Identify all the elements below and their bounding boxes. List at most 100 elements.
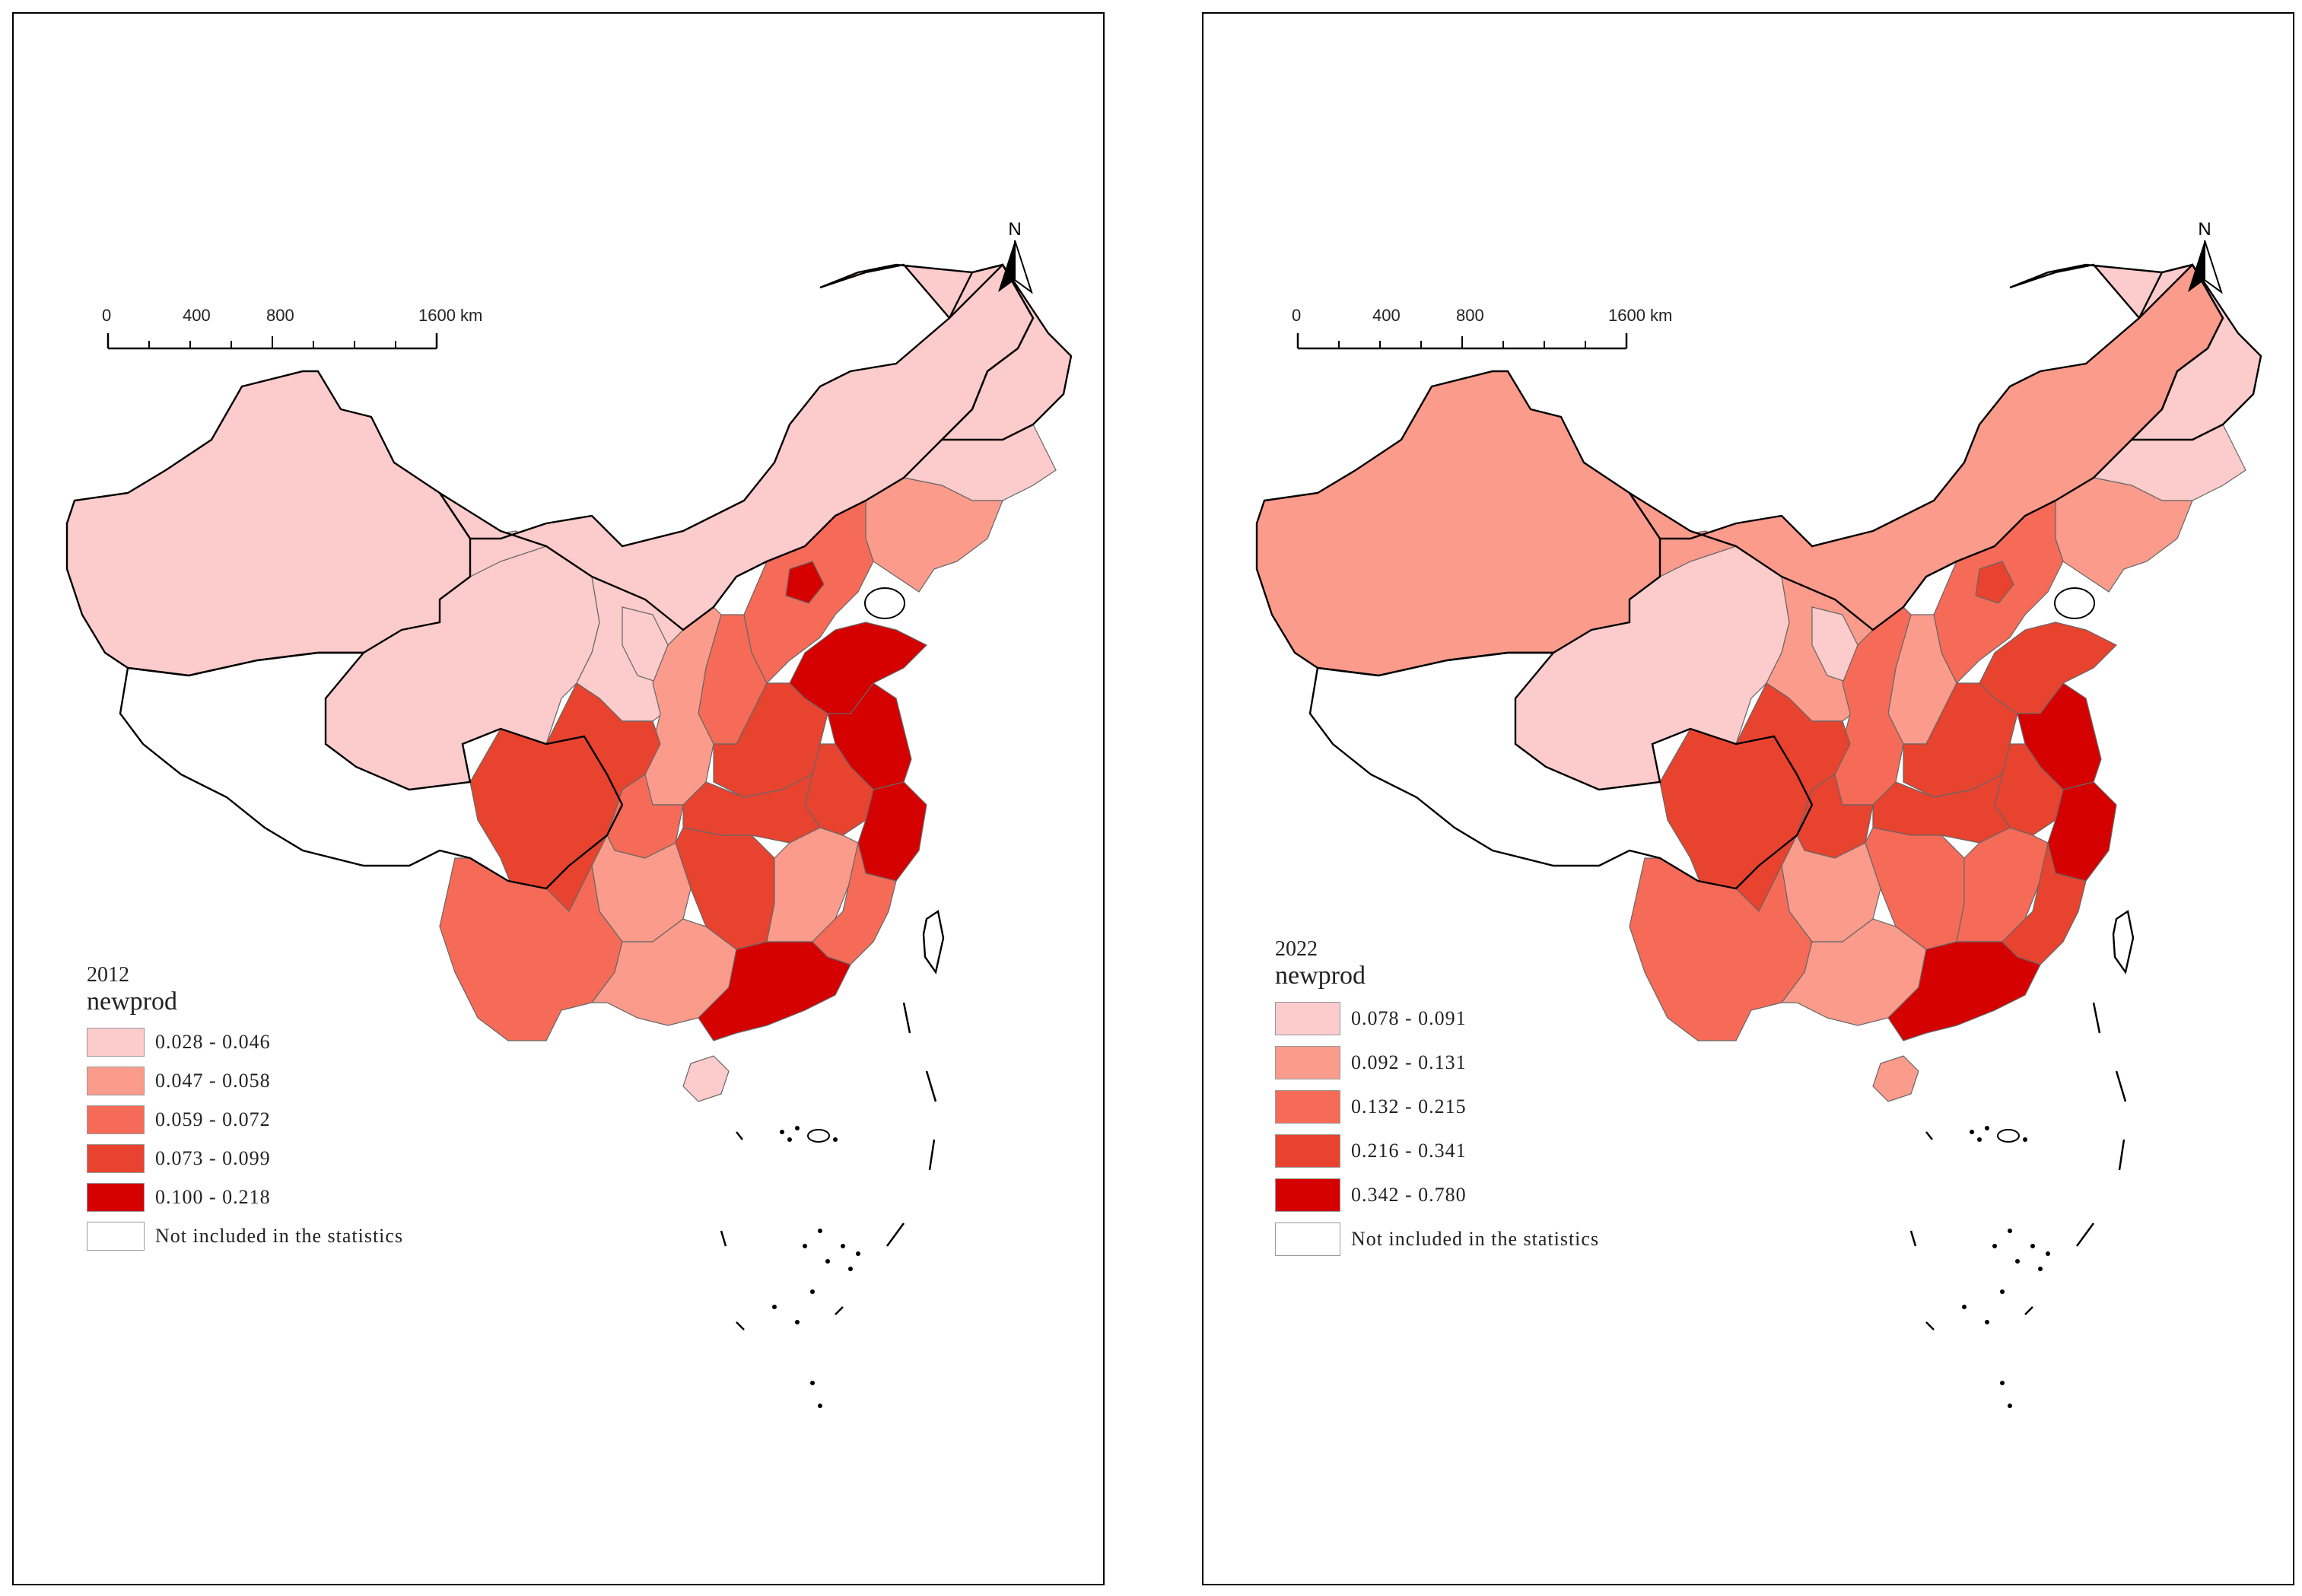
maritime-boundary-dash (2115, 1070, 2127, 1102)
island (825, 1259, 830, 1264)
island (2038, 1267, 2043, 1271)
island (1962, 1305, 1967, 1309)
maritime-boundary-dash (2118, 1139, 2126, 1171)
island (2008, 1229, 2012, 1233)
scale-bar-ticks (107, 333, 438, 350)
legend-2012: 2012 newprod 0.028 - 0.046 0.047 - 0.058… (87, 963, 403, 1260)
taiwan (2112, 910, 2135, 974)
maritime-boundary-dash (736, 1131, 743, 1140)
island (1997, 1129, 2020, 1143)
north-label: N (2198, 219, 2211, 240)
legend-no-data-label: Not included in the statistics (155, 1225, 404, 1247)
border-heilongjiang (819, 263, 1073, 441)
island (810, 1289, 815, 1294)
island (848, 1267, 853, 1271)
province-fujian (2002, 842, 2087, 965)
maritime-boundary-dash (1909, 1230, 1917, 1247)
scale-bar: 0 400 800 1600 km (1292, 306, 1692, 355)
maritime-boundary-dash (2092, 1002, 2101, 1034)
legend-swatch-no-data (1275, 1222, 1340, 1256)
legend-row: 0.028 - 0.046 (87, 1027, 403, 1057)
legend-field: newprod (1275, 962, 1366, 990)
maritime-boundary-dash (736, 1321, 745, 1331)
border-tibet (1308, 651, 1814, 890)
legend-row: 0.100 - 0.218 (87, 1182, 403, 1213)
province-guangdong (698, 941, 851, 1041)
province-hainan (1872, 1055, 1919, 1102)
island (2015, 1259, 2020, 1264)
scale-label-1600: 1600 km (418, 306, 483, 325)
island (2023, 1137, 2027, 1142)
taiwan (922, 910, 945, 974)
legend-swatch (1275, 1134, 1340, 1168)
legend-swatch-no-data (87, 1222, 145, 1251)
scale-label-400: 400 (1372, 306, 1401, 325)
map-panel-2012: N 0 400 800 1600 km 2012 newprod (12, 12, 1105, 1585)
island (1992, 1244, 1997, 1248)
island (795, 1320, 800, 1324)
legend-row: 0.342 - 0.780 (1275, 1178, 1599, 1213)
maritime-boundary-dash (2024, 1306, 2033, 1315)
north-label: N (1008, 219, 1022, 240)
legend-row: 0.092 - 0.131 (1275, 1045, 1599, 1080)
island (833, 1137, 838, 1142)
maritime-boundary-dash (1925, 1321, 1935, 1331)
legend-row: 0.132 - 0.215 (1275, 1089, 1599, 1124)
legend-swatch (1275, 1178, 1340, 1212)
scale-label-800: 800 (266, 306, 294, 325)
island (1977, 1137, 1982, 1142)
choropleth-map-2012 (65, 263, 1073, 1408)
island (780, 1130, 784, 1134)
island (2046, 1251, 2050, 1256)
border-heilongjiang (2009, 263, 2262, 441)
province-guangdong (1887, 941, 2041, 1041)
legend-year: 2022 (1275, 937, 1318, 961)
legend-swatch (87, 1105, 145, 1134)
province-beijing (1975, 561, 2014, 604)
island (1985, 1126, 1989, 1130)
legend-range: 0.073 - 0.099 (155, 1147, 271, 1169)
legend-no-data-label: Not included in the statistics (1351, 1228, 1600, 1250)
scale-bar: 0 400 800 1600 km (102, 306, 502, 355)
island (1985, 1320, 1989, 1324)
legend-swatch (87, 1067, 145, 1095)
scale-label-0: 0 (1292, 306, 1302, 325)
island (1970, 1130, 1974, 1134)
island (795, 1126, 800, 1130)
island (856, 1251, 860, 1256)
legend-row: 0.047 - 0.058 (87, 1066, 403, 1096)
legend-swatch (87, 1028, 145, 1057)
legend-range: 0.078 - 0.091 (1351, 1007, 1467, 1029)
legend-row: 0.078 - 0.091 (1275, 1001, 1599, 1036)
province-jiangxi (1956, 827, 2049, 943)
legend-swatch (1275, 1090, 1340, 1124)
legend-range: 0.216 - 0.341 (1351, 1140, 1467, 1162)
bohai-sea (2054, 587, 2095, 619)
legend-row-no-data: Not included in the statistics (87, 1221, 403, 1251)
scale-label-800: 800 (1456, 306, 1484, 325)
north-arrow: N (2182, 219, 2227, 297)
island (803, 1244, 807, 1248)
island (818, 1229, 822, 1233)
island (818, 1404, 822, 1408)
maritime-boundary-dash (886, 1222, 905, 1247)
north-arrow-icon (2188, 240, 2223, 294)
maritime-boundary-dash (1925, 1131, 1933, 1140)
legend-range: 0.092 - 0.131 (1351, 1051, 1467, 1073)
bohai-sea (864, 587, 905, 619)
legend-row: 0.059 - 0.072 (87, 1105, 403, 1135)
maritime-boundary-dash (902, 1002, 911, 1034)
scale-bar-ticks (1296, 333, 1628, 350)
island (810, 1381, 815, 1385)
legend-row: 0.073 - 0.099 (87, 1143, 403, 1174)
scale-label-400: 400 (183, 306, 211, 325)
island (787, 1137, 792, 1142)
island (2030, 1244, 2035, 1248)
north-arrow: N (992, 219, 1038, 297)
island (2008, 1404, 2012, 1408)
province-hainan (682, 1055, 730, 1102)
north-arrow-icon (998, 240, 1033, 294)
legend-2022: 2022 newprod 0.078 - 0.091 0.092 - 0.131… (1275, 937, 1599, 1265)
province-beijing (785, 561, 825, 604)
legend-range: 0.047 - 0.058 (155, 1070, 271, 1092)
